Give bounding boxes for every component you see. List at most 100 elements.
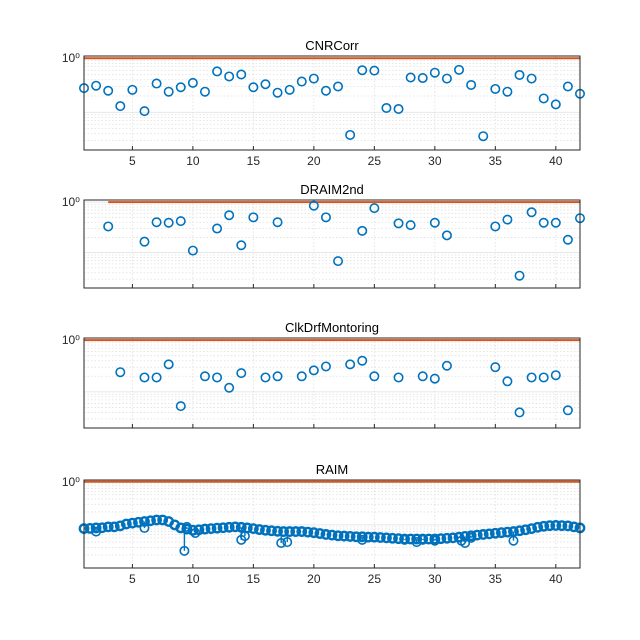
x-tick-label: 40 [549,154,563,168]
data-point [254,524,265,535]
data-point [212,372,223,383]
data-point [381,532,392,544]
outlier-point [139,522,150,533]
x-tick-label: 20 [307,154,321,168]
x-tick-label: 15 [247,154,261,168]
data-point [320,529,332,540]
data-point [514,525,525,537]
x-tick-label: 20 [307,572,321,586]
data-point [187,77,198,88]
panel-2: 10⁰ ClkDrfMontoring [62,320,581,429]
data-point [544,520,556,532]
data-point [260,79,271,90]
data-point [333,256,344,267]
outlier-point [179,545,190,556]
axes-background [84,56,580,150]
data-point [411,533,423,545]
data-point [374,532,386,543]
data-point [296,526,308,537]
x-tick-label: 5 [129,572,136,586]
data-point [163,86,174,97]
outlier-point [460,538,471,549]
data-point [91,80,102,91]
data-point [441,532,453,544]
data-point [114,520,126,532]
data-point [175,522,187,534]
outlier-point [417,534,428,545]
data-point [441,230,452,241]
data-point [212,66,223,77]
data-point [478,131,489,142]
data-point [550,217,561,228]
x-tick-label: 30 [428,572,442,586]
data-point [332,530,344,542]
data-point [345,129,356,140]
data-point [338,530,350,542]
data-point [387,532,398,544]
data-point [538,520,550,532]
data-point [447,532,459,544]
data-point [163,359,174,370]
data-point [308,200,319,211]
data-point [562,234,573,245]
data-point [538,93,549,104]
x-tick-label: 15 [247,572,261,586]
data-point [538,372,549,383]
data-point [514,69,525,80]
data-point [247,523,259,535]
data-point [139,106,150,117]
data-point [235,521,247,533]
x-tick-label: 5 [129,154,136,168]
data-point [532,521,544,533]
data-point [368,531,380,543]
data-point [314,528,326,539]
outlier-point [276,538,287,549]
panel-title: DRAIM2nd [300,182,364,197]
data-point [417,73,428,84]
data-point [224,210,235,221]
data-point [429,217,440,228]
x-tick-label: 40 [549,572,563,586]
outlier-point [127,518,138,529]
data-point [490,221,501,232]
x-tick-label: 10 [186,572,200,586]
data-point [405,72,416,83]
data-point [223,521,235,533]
data-point [429,373,440,384]
data-point [344,531,356,542]
panel-1: 10⁰ DRAIM2nd [62,182,585,289]
data-point [514,270,525,281]
data-point [260,372,271,383]
data-point [550,370,561,381]
data-point [224,382,235,393]
x-tick-label: 35 [489,572,503,586]
x-tick-label: 35 [489,154,503,168]
data-point [115,101,126,112]
data-point [393,218,404,229]
data-point [417,371,428,382]
data-point [441,73,452,84]
data-point [187,245,198,256]
data-point [550,520,562,531]
data-point [483,528,495,540]
data-point [236,69,247,80]
data-point [103,221,114,232]
axes-frame [83,55,581,151]
data-point [127,84,138,95]
data-point [526,372,537,383]
data-point [381,102,392,113]
outlier-point [357,534,368,545]
data-point [284,526,296,537]
data-point [151,217,162,228]
data-point [260,524,271,536]
data-point [550,99,561,110]
data-point [224,71,235,82]
y-tick-label: 10⁰ [62,195,80,209]
data-point [393,372,404,383]
data-point [489,527,501,539]
outlier-point [399,534,410,545]
data-point [526,523,538,535]
y-tick-label: 10⁰ [62,51,80,65]
data-point [272,217,283,228]
data-point [296,371,307,382]
